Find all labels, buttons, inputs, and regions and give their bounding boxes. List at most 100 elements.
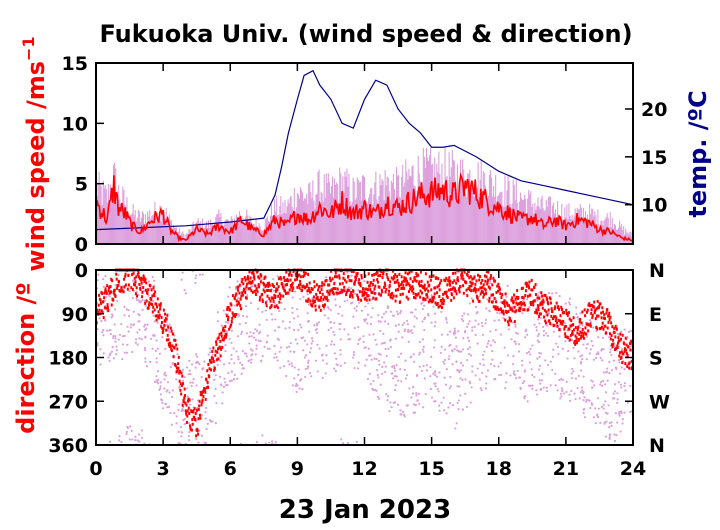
gust-direction-point [379,320,382,323]
gust-direction-point [514,342,517,345]
speed-direction-point [442,292,445,296]
x-tick-label: 18 [486,458,512,480]
speed-direction-point [99,298,102,302]
speed-direction-point [578,332,581,336]
gust-direction-point [153,320,156,323]
gust-direction-point [590,339,593,343]
gust-direction-point [597,407,600,410]
speed-direction-point [529,293,532,297]
gust-direction-point [271,318,274,321]
speed-direction-point [102,316,105,320]
speed-direction-point [326,289,329,293]
gust-direction-point [538,379,541,382]
speed-direction-point [258,276,261,280]
gust-direction-point [352,353,356,356]
speed-direction-point [452,271,455,275]
gust-direction-point [195,355,199,358]
speed-direction-point [295,274,298,278]
gust-direction-point [138,320,141,323]
gust-direction-point [285,374,288,378]
speed-direction-point [199,393,202,397]
gust-direction-point [272,289,275,292]
gust-direction-point [195,274,198,277]
speed-direction-point [386,275,389,279]
gust-direction-point [138,440,141,443]
speed-direction-point [554,305,557,309]
gust-direction-point [533,375,536,379]
gust-direction-point [339,364,342,367]
gust-direction-point [187,421,191,425]
gust-direction-point [362,335,365,338]
gust-direction-point [439,351,442,355]
speed-direction-point [148,301,151,305]
gust-direction-point [458,385,461,388]
gust-direction-point [123,314,126,317]
gust-direction-point [545,324,549,327]
speed-direction-point [159,307,162,311]
speed-direction-point [494,307,497,311]
speed-direction-point [181,374,184,378]
speed-direction-point [144,277,147,281]
gust-direction-point [443,376,446,379]
gust-direction-point [393,375,397,378]
gust-direction-point [418,340,421,344]
speed-direction-point [175,366,178,370]
gust-direction-point [566,357,569,360]
speed-direction-point [176,347,179,351]
speed-direction-point [299,275,302,279]
speed-direction-point [316,295,319,299]
gust-direction-point [357,338,361,342]
gust-direction-point [367,302,370,305]
speed-direction-point [355,272,358,276]
speed-direction-point [228,327,231,331]
speed-direction-point [502,312,505,316]
gust-direction-point [377,314,380,317]
gust-direction-point [612,392,615,395]
speed-direction-point [290,273,293,277]
gust-direction-point [457,369,461,372]
gust-direction-point [459,361,463,365]
gust-direction-point [245,332,249,335]
gust-direction-point [406,323,409,326]
gust-direction-point [485,382,488,385]
speed-direction-point [581,327,584,331]
gust-direction-point [352,356,355,359]
gust-direction-point [394,369,397,372]
gust-direction-point [180,431,183,434]
speed-direction-point [124,283,127,287]
gust-direction-point [485,375,488,378]
gust-direction-point [257,332,261,335]
gust-direction-point [274,352,277,356]
gust-direction-point [377,359,381,362]
speed-direction-point [479,292,482,296]
speed-direction-point [443,278,446,282]
speed-direction-point [175,370,178,374]
speed-direction-point [227,315,230,319]
gust-direction-point [230,353,233,357]
gust-direction-point [614,412,617,415]
gust-direction-point [182,406,185,409]
speed-direction-point [417,282,420,286]
gust-direction-point [392,314,395,317]
gust-direction-point [521,381,525,385]
speed-direction-point [457,279,460,283]
gust-direction-point [448,387,451,390]
speed-direction-point [559,319,562,323]
speed-direction-point [177,362,180,366]
gust-direction-point [217,352,220,355]
speed-direction-point [269,306,272,310]
speed-direction-point [226,318,229,322]
speed-direction-point [305,299,308,303]
gust-direction-point [596,351,600,354]
speed-direction-point [543,308,546,312]
speed-direction-point [396,274,399,278]
speed-direction-point [359,284,362,288]
gust-direction-point [373,388,377,391]
gust-direction-point [249,348,253,351]
gust-direction-point [314,328,318,331]
speed-direction-point [312,299,315,303]
speed-direction-point [401,286,404,290]
speed-direction-point [121,289,124,293]
gust-direction-point [140,429,143,432]
